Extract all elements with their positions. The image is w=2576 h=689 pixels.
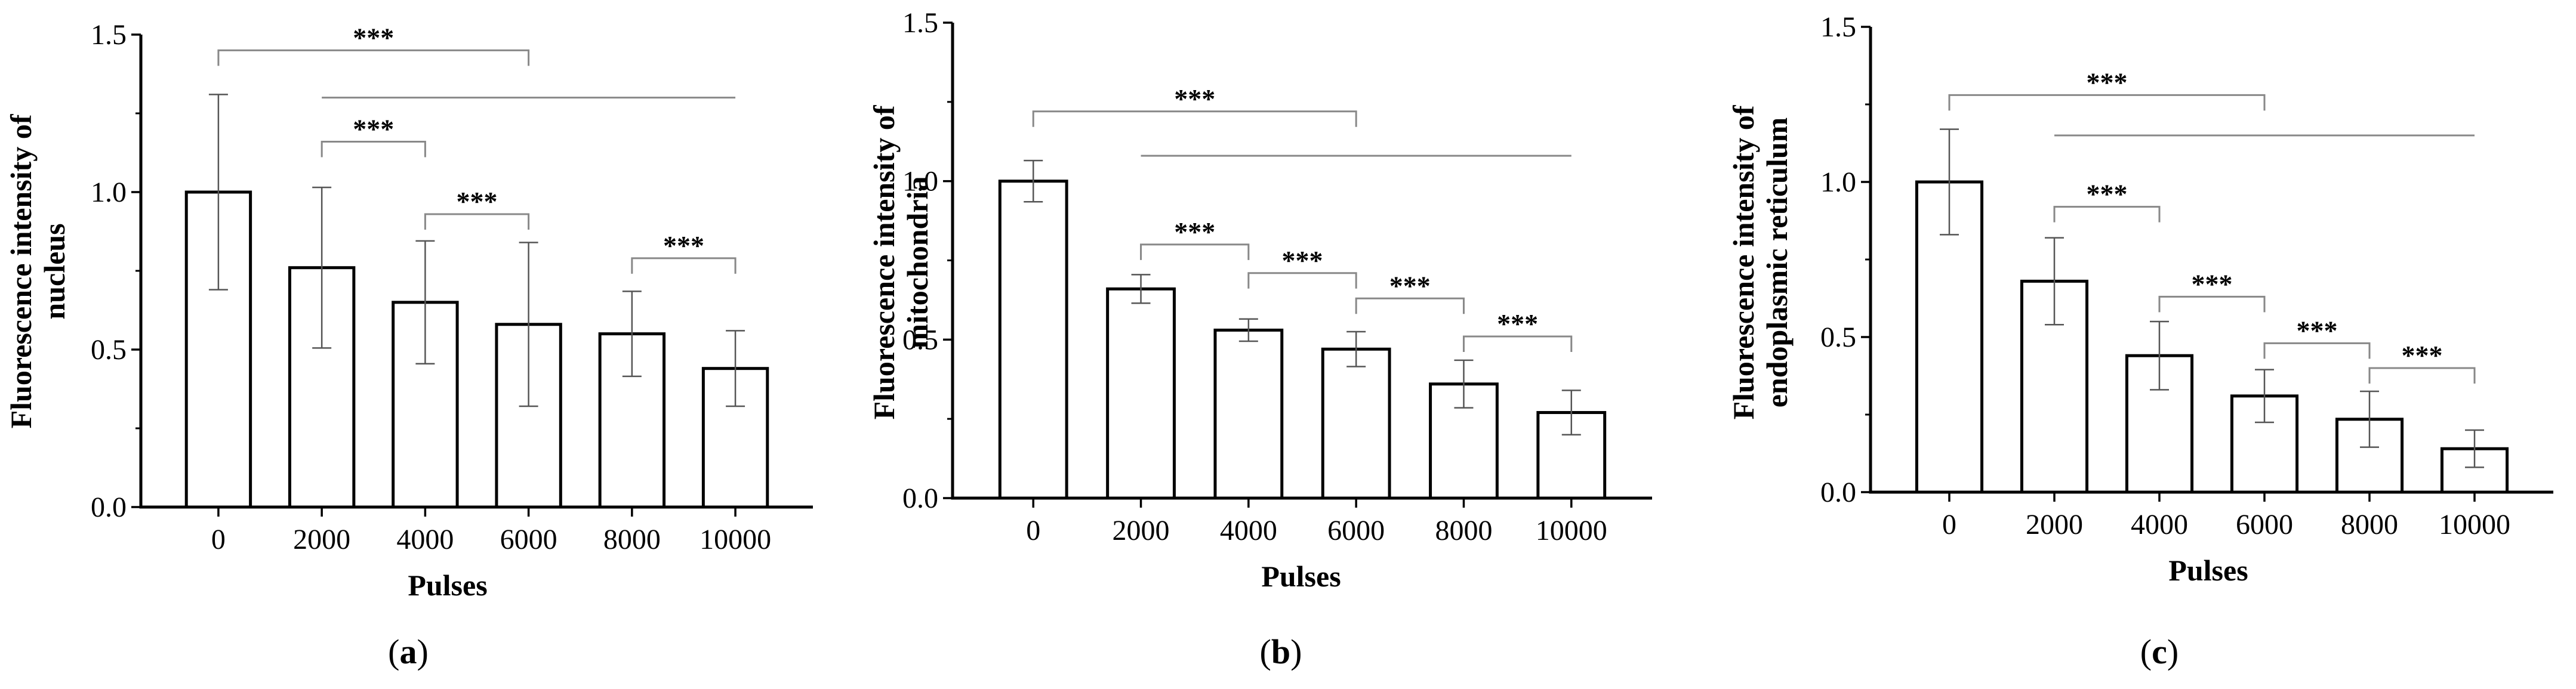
significance-bracket: [1140, 243, 1250, 260]
significance-label: ***: [353, 22, 394, 52]
x-axis-label: Pulses: [1261, 560, 1341, 593]
y-axis-label-line: Fluorescence intensity of: [1727, 104, 1760, 419]
y-tick-label: 0.0: [902, 483, 938, 514]
y-tick-label: 1.0: [902, 166, 938, 197]
significance-label: ***: [1174, 217, 1215, 247]
significance-bracket: [217, 49, 530, 66]
x-tick-label: 6000: [2236, 509, 2293, 540]
y-axis-label: Fluorescence intensity ofendoplasmic ret…: [1727, 104, 1794, 419]
bar-6000: [1321, 347, 1391, 500]
y-tick-label: 0.0: [91, 492, 127, 523]
significance-bracket: [1462, 335, 1573, 353]
y-tick-label: 0.5: [91, 334, 127, 366]
y-axis-label-line: endoplasmic reticulum: [1760, 118, 1794, 408]
significance-bracket: [631, 257, 737, 274]
bar-4000: [1213, 328, 1284, 500]
y-tick-label: 0.5: [902, 324, 938, 356]
panel-label-b: (b): [1260, 632, 1302, 671]
y-tick-label: 0.5: [1820, 322, 1856, 353]
bar-2000: [1106, 287, 1176, 500]
x-tick-label: 8000: [603, 524, 661, 555]
y-axis-label-line: Fluorescence intensity of: [4, 113, 38, 428]
significance-bracket: [2053, 206, 2161, 223]
y-tick-label: 1.0: [1820, 166, 1856, 198]
y-axis-label-line: Fluorescence intensity of: [867, 104, 901, 419]
y-tick-label: 0.0: [1820, 477, 1856, 508]
significance-label: ***: [1497, 308, 1538, 339]
significance-label: ***: [2192, 268, 2233, 299]
panel-label-c: (c): [2140, 632, 2178, 671]
significance-label: ***: [1174, 84, 1215, 114]
x-tick-label: 2000: [1113, 515, 1170, 546]
x-axis-label: Pulses: [408, 568, 487, 602]
bar-0: [998, 180, 1068, 500]
x-tick-label: 0: [1026, 515, 1040, 546]
significance-bracket: [1355, 297, 1465, 314]
x-tick-label: 0: [211, 524, 226, 555]
significance-label: ***: [2087, 67, 2128, 97]
y-axis-label: Fluorescence intensity ofmitochondria: [867, 104, 934, 419]
x-axis-label: Pulses: [2168, 554, 2248, 587]
x-tick-label: 4000: [2131, 509, 2188, 540]
significance-bracket: [424, 213, 530, 230]
x-tick-label: 10000: [1536, 515, 1607, 546]
significance-label: ***: [2297, 315, 2338, 345]
significance-label: ***: [1389, 270, 1431, 301]
x-tick-label: 8000: [2341, 509, 2398, 540]
x-tick-label: 4000: [396, 524, 454, 555]
x-tick-label: 2000: [2026, 509, 2083, 540]
significance-bracket: [2368, 367, 2476, 384]
x-tick-label: 10000: [2439, 509, 2510, 540]
significance-label: ***: [1282, 245, 1323, 276]
y-tick-label: 1.5: [1820, 11, 1856, 43]
y-tick-label: 1.5: [902, 7, 938, 39]
significance-label: ***: [353, 114, 394, 144]
significance-bracket: [1247, 272, 1357, 289]
chart-panel-b: 0.0 0.5 1.0 1.5 0 2000 4000 6000 8000 10000 Pulses…: [867, 7, 1652, 593]
x-tick-label: 0: [1942, 509, 1956, 540]
significance-label: ***: [663, 230, 704, 261]
x-tick-label: 6000: [500, 524, 557, 555]
significance-label: ***: [2402, 340, 2443, 370]
chart-panel-c: 0.0 0.5 1.0 1.5 0 2000 4000 6000 8000 10000 Pulses…: [1727, 11, 2553, 587]
significance-bracket: [2158, 295, 2266, 313]
significance-bracket: [1032, 110, 1357, 127]
x-tick-label: 4000: [1220, 515, 1277, 546]
x-tick-label: 10000: [700, 524, 771, 555]
y-tick-label: 1.0: [91, 177, 127, 208]
chart-panel-a: 0.0 0.5 1.0 1.5 0 2000 4000 6000 8000 10000 Pulses…: [4, 19, 813, 602]
x-tick-label: 6000: [1327, 515, 1385, 546]
x-tick-label: 8000: [1435, 515, 1492, 546]
significance-label: ***: [2087, 179, 2128, 209]
significance-bracket: [2263, 342, 2371, 359]
y-axis-label: Fluorescence intensity ofnucleus: [4, 113, 71, 428]
significance-bracket: [1948, 94, 2266, 111]
x-tick-label: 2000: [293, 524, 350, 555]
y-tick-label: 1.5: [91, 19, 127, 51]
significance-bracket: [321, 141, 426, 157]
y-axis-label-line: mitochondria: [901, 177, 934, 349]
significance-label: ***: [457, 186, 498, 217]
panel-label-a: (a): [388, 632, 429, 671]
y-axis-label-line: nucleus: [38, 223, 71, 319]
